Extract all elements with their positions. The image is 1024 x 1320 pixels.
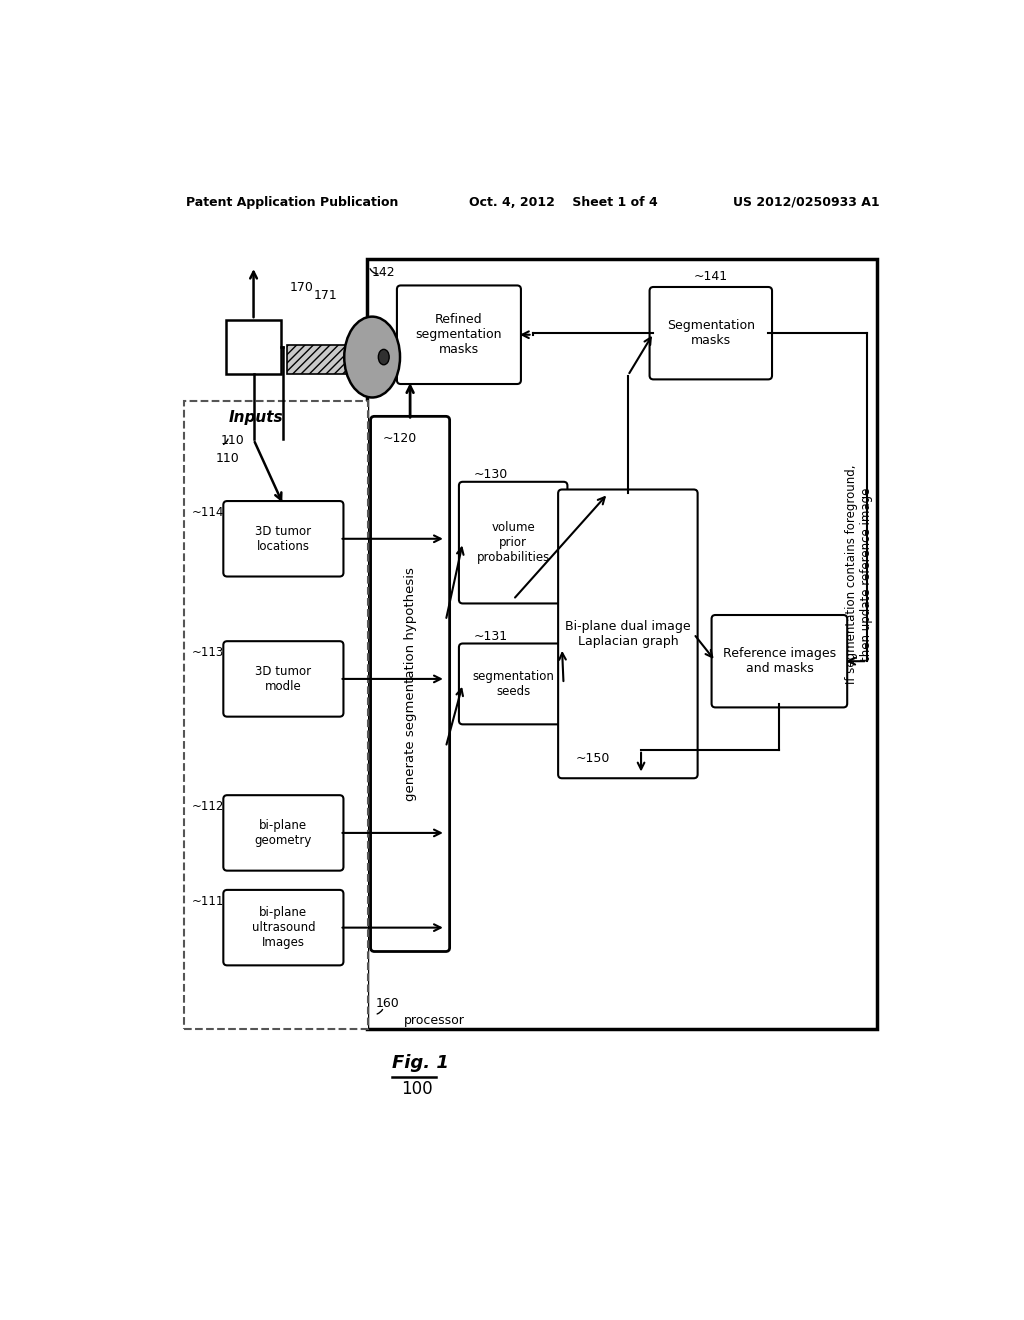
Text: ~130: ~130 — [474, 469, 508, 482]
Text: Patent Application Publication: Patent Application Publication — [186, 195, 398, 209]
Text: US 2012/0250933 A1: US 2012/0250933 A1 — [733, 195, 880, 209]
Text: 110: 110 — [220, 434, 244, 447]
Text: 3D tumor
modle: 3D tumor modle — [255, 665, 311, 693]
Text: 100: 100 — [400, 1080, 432, 1098]
FancyBboxPatch shape — [459, 482, 567, 603]
Text: Segmentation
masks: Segmentation masks — [667, 319, 755, 347]
Ellipse shape — [378, 350, 389, 364]
Text: volume
prior
probabilities: volume prior probabilities — [476, 521, 550, 564]
Text: ~150: ~150 — [575, 752, 610, 766]
FancyBboxPatch shape — [223, 795, 343, 871]
Text: ~111: ~111 — [191, 895, 224, 908]
Text: Refined
segmentation
masks: Refined segmentation masks — [416, 313, 502, 356]
Text: bi-plane
geometry: bi-plane geometry — [255, 818, 312, 847]
FancyBboxPatch shape — [397, 285, 521, 384]
Bar — [183, 401, 369, 1028]
Bar — [226, 321, 281, 374]
Bar — [367, 259, 877, 1028]
Ellipse shape — [344, 317, 400, 397]
Text: Reference images
and masks: Reference images and masks — [723, 647, 836, 676]
Text: ~114: ~114 — [191, 506, 224, 519]
Text: Oct. 4, 2012    Sheet 1 of 4: Oct. 4, 2012 Sheet 1 of 4 — [469, 195, 657, 209]
Text: ~141: ~141 — [693, 271, 728, 284]
Bar — [287, 345, 360, 374]
Text: Inputs: Inputs — [228, 411, 284, 425]
FancyBboxPatch shape — [649, 286, 772, 379]
Text: 170: 170 — [289, 281, 313, 294]
FancyBboxPatch shape — [223, 502, 343, 577]
Text: If segmentation contains foreground,
then update reference image: If segmentation contains foreground, the… — [845, 465, 872, 684]
Text: bi-plane
ultrasound
Images: bi-plane ultrasound Images — [252, 906, 315, 949]
Text: 171: 171 — [314, 289, 338, 302]
Text: ~113: ~113 — [191, 647, 224, 659]
Text: ~131: ~131 — [474, 630, 508, 643]
FancyBboxPatch shape — [223, 890, 343, 965]
FancyBboxPatch shape — [712, 615, 847, 708]
Text: segmentation
seeds: segmentation seeds — [472, 671, 554, 698]
Text: 3D tumor
locations: 3D tumor locations — [255, 525, 311, 553]
FancyBboxPatch shape — [459, 644, 567, 725]
Text: Bi-plane dual image
Laplacian graph: Bi-plane dual image Laplacian graph — [565, 620, 690, 648]
Text: processor: processor — [403, 1014, 465, 1027]
Text: Fig. 1: Fig. 1 — [391, 1055, 449, 1072]
FancyBboxPatch shape — [558, 490, 697, 779]
Text: 142: 142 — [372, 265, 395, 279]
Text: ~112: ~112 — [191, 800, 224, 813]
Text: 160: 160 — [376, 998, 399, 1010]
Text: 110: 110 — [216, 453, 240, 465]
FancyBboxPatch shape — [223, 642, 343, 717]
Text: ~120: ~120 — [382, 432, 417, 445]
Text: generate segmentation hypothesis: generate segmentation hypothesis — [403, 568, 417, 801]
FancyBboxPatch shape — [371, 416, 450, 952]
